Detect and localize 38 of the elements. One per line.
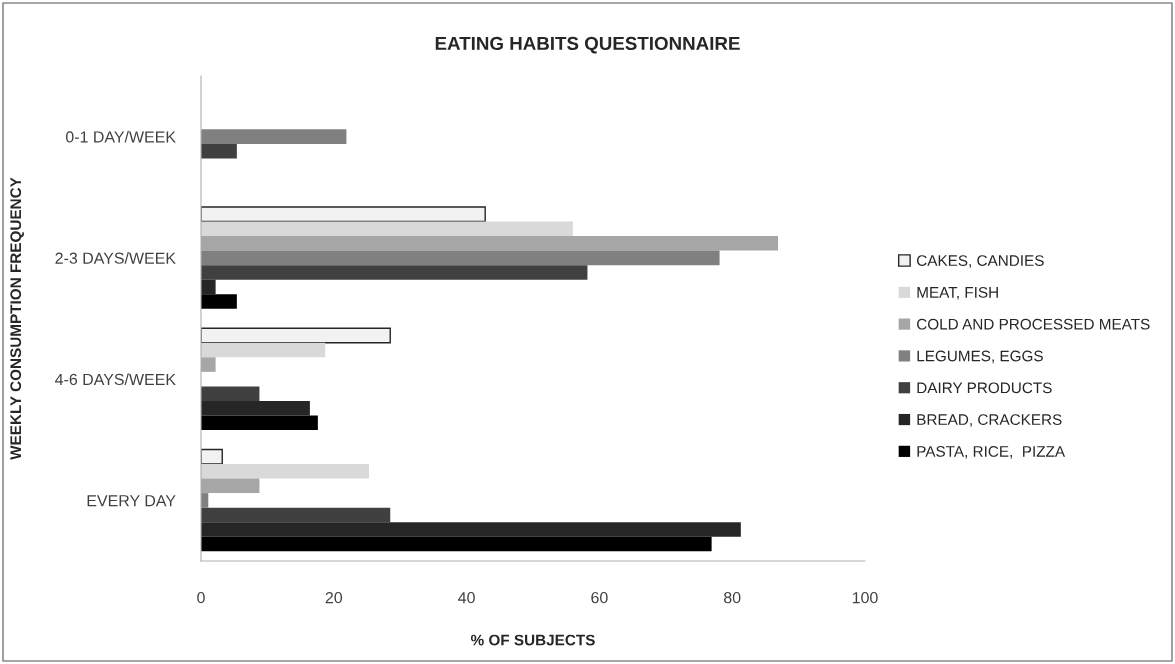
x-tick-label: 60 (591, 591, 608, 604)
bar (201, 522, 741, 537)
bar (201, 386, 260, 401)
y-axis-title: WEEKLY CONSUMPTION FREQUENCY (10, 177, 24, 460)
bar (201, 342, 326, 358)
y-tick-label: EVERY DAY (87, 495, 176, 507)
bar (201, 265, 588, 280)
bar (201, 536, 712, 552)
legend-label: COLD AND PROCESSED MEATS (917, 318, 1150, 330)
legend-label: CAKES, CANDIES (917, 255, 1044, 268)
x-tick-label: 0 (197, 591, 205, 604)
legend-label: MEAT, FISH (917, 286, 998, 300)
x-tick-label: 80 (724, 591, 741, 604)
bar (201, 129, 347, 144)
bar (201, 294, 237, 309)
y-tick-label: 0-1 DAY/WEEK (65, 130, 176, 143)
bar (201, 279, 216, 295)
bar (201, 206, 486, 223)
bar (201, 250, 720, 266)
bar (201, 507, 391, 523)
y-tick-label: 4-6 DAYS/WEEK (55, 373, 176, 386)
bar (201, 448, 223, 465)
legend-label: DAIRY PRODUCTS (917, 382, 1052, 394)
y-tick-label: 2-3 DAYS/WEEK (55, 252, 176, 264)
bar (201, 143, 237, 159)
x-tick-label: 100 (852, 591, 878, 604)
legend-label: PASTA, RICE, PIZZA (917, 446, 1066, 459)
bar (201, 221, 573, 237)
x-axis-title: % OF SUBJECTS (470, 634, 595, 646)
legend-label: BREAD, CRACKERS (917, 414, 1062, 427)
x-tick-label: 40 (458, 591, 475, 604)
x-tick-label: 20 (325, 591, 343, 604)
bar (201, 327, 391, 344)
bar (201, 415, 318, 431)
chart-title: EATING HABITS QUESTIONNAIRE (435, 36, 740, 54)
legend-label: LEGUMES, EGGS (917, 350, 1043, 364)
bar (201, 400, 310, 416)
bar (201, 464, 369, 479)
